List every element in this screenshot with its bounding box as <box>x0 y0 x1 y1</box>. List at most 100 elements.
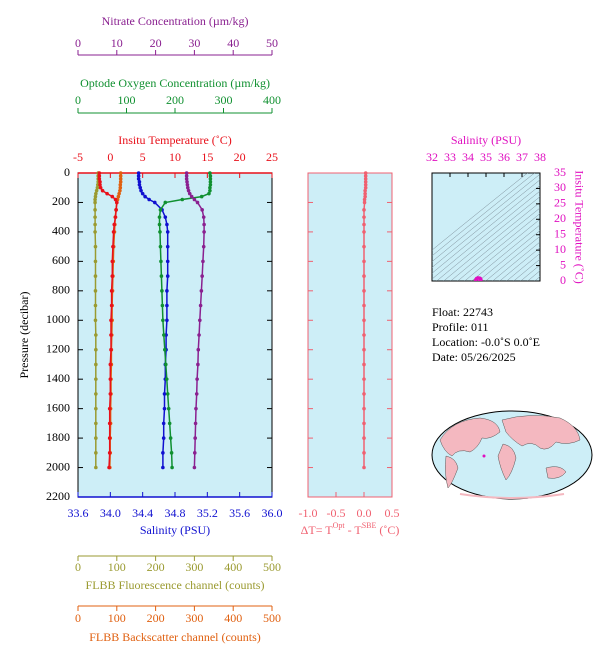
profile-point <box>94 451 98 455</box>
profile-point <box>137 182 142 187</box>
profile-point <box>94 191 98 196</box>
density-contour <box>520 264 540 281</box>
density-contour <box>450 207 540 281</box>
density-contour <box>443 201 540 281</box>
profile-point <box>165 244 170 249</box>
y-tick-label: 20 <box>554 211 566 225</box>
x-tick-label: 0 <box>75 611 81 625</box>
map-land <box>459 493 565 499</box>
profile-point <box>165 289 169 293</box>
density-contour <box>432 179 540 268</box>
profile-point <box>161 318 165 323</box>
profile-point <box>362 200 367 205</box>
profile-point <box>98 180 102 184</box>
x-axis-label: Insitu Temperature (˚C) <box>118 133 232 147</box>
density-contour <box>432 190 540 280</box>
x-axis-label-part: Opt <box>333 521 346 530</box>
profile-point <box>200 208 204 212</box>
profile-point <box>94 362 98 367</box>
x-tick-label: 35.2 <box>197 506 218 520</box>
x-tick-label: 50 <box>266 36 278 50</box>
profile-point <box>185 180 189 184</box>
profile-point <box>100 188 105 193</box>
x-tick-label: 30 <box>188 36 200 50</box>
profile-point <box>362 392 366 396</box>
profile-point <box>169 451 174 455</box>
map-float-position <box>482 454 486 458</box>
float-info: Float: 22743 Profile: 011 Location: -0.0… <box>432 305 540 364</box>
profile-point <box>111 244 115 249</box>
y-tick-label: 1000 <box>46 312 70 326</box>
profile-point <box>362 377 366 381</box>
profile-point <box>94 377 98 381</box>
profile-point <box>118 185 123 190</box>
y-tick-label: 5 <box>560 257 566 271</box>
profile-point <box>118 171 123 175</box>
map-land <box>501 415 581 450</box>
x-tick-label: 34.0 <box>100 506 121 520</box>
profile-point <box>192 451 197 455</box>
profile-point <box>195 377 199 381</box>
profile-point <box>165 318 169 323</box>
profile-point <box>111 230 116 234</box>
profile-point <box>107 421 112 426</box>
profile-point <box>93 259 98 264</box>
x-tick-label: 15 <box>201 150 213 164</box>
x-axis-label: FLBB Backscatter channel (counts) <box>89 630 261 644</box>
density-contour <box>432 173 540 262</box>
profile-point <box>163 362 168 367</box>
x-tick-label: 0 <box>75 93 81 107</box>
x-axis-label: FLBB Fluorescence channel (counts) <box>86 578 265 592</box>
density-contour <box>485 235 540 281</box>
x-axis-label-part: (˚C) <box>376 523 399 537</box>
x-tick-label: 400 <box>263 93 281 107</box>
profile-point <box>201 244 206 249</box>
profile-point <box>136 171 141 175</box>
profile-point <box>362 347 366 352</box>
profile-point <box>94 406 98 411</box>
y-tick-label: 400 <box>52 224 70 238</box>
ts-point <box>473 284 477 288</box>
profile-point <box>95 185 100 190</box>
x-tick-label: 0 <box>75 560 81 574</box>
profile-point <box>161 421 166 426</box>
profile-point <box>113 197 118 202</box>
map-land <box>445 455 459 489</box>
x-tick-label: 35 <box>480 150 492 164</box>
x-tick-label: 500 <box>263 560 281 574</box>
x-tick-label: 34.8 <box>165 506 186 520</box>
profile-point <box>193 436 197 440</box>
x-tick-label: 33.6 <box>68 506 89 520</box>
profile-point <box>363 185 368 190</box>
y-tick-label: 800 <box>52 283 70 297</box>
profile-point <box>363 191 367 196</box>
profile-point <box>165 392 170 396</box>
profile-point <box>363 188 367 193</box>
profile-point <box>194 392 199 396</box>
profile-point <box>208 188 212 193</box>
ts-point <box>473 284 477 288</box>
profile-point <box>362 406 366 411</box>
delta-t-plot-area <box>307 172 393 498</box>
profile-point <box>362 289 366 293</box>
density-contour <box>432 185 540 274</box>
profile-point <box>362 244 366 249</box>
profile-point <box>97 177 102 181</box>
profile-point <box>107 465 111 470</box>
profile-point <box>147 197 151 202</box>
x-tick-label: 100 <box>108 611 126 625</box>
profile-point <box>93 303 98 308</box>
x-tick-label: 10 <box>169 150 181 164</box>
density-contour <box>432 173 528 251</box>
profile-point <box>97 174 102 178</box>
profile-point <box>140 191 145 196</box>
y-tick-label: 25 <box>554 196 566 210</box>
profile-point <box>208 171 212 175</box>
x-tick-label: 36 <box>498 150 510 164</box>
profile-point <box>93 222 97 227</box>
y-tick-label: 1200 <box>46 341 70 355</box>
profile-point <box>165 230 170 234</box>
y-axis-label: Pressure (decibar) <box>17 292 31 379</box>
y-tick-label: 10 <box>554 242 566 256</box>
profile-point <box>184 177 189 181</box>
